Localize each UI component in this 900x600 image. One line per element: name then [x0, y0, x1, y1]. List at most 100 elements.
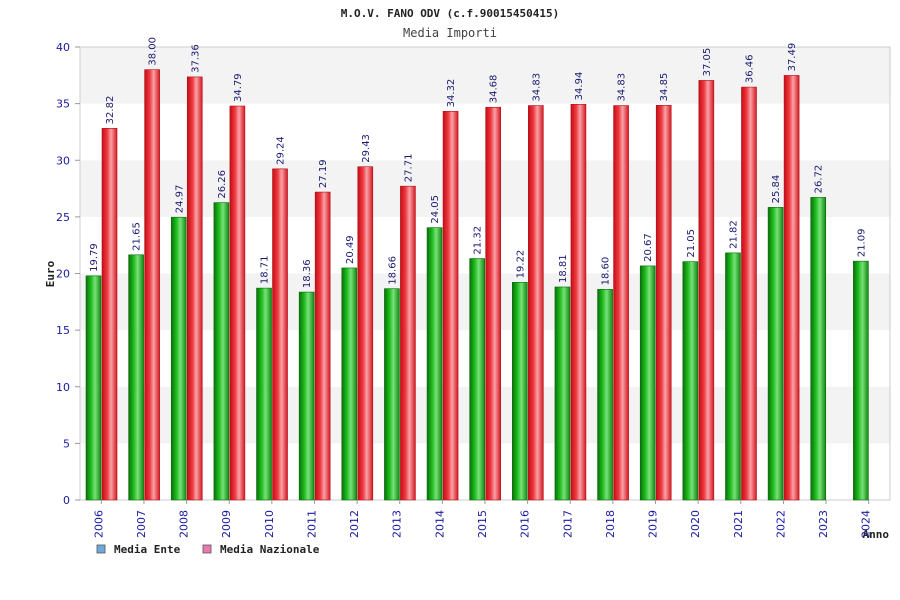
bar-value-label: 26.72: [814, 165, 825, 194]
bar-value-label: 34.83: [531, 73, 542, 102]
bar-media-nazionale: [314, 191, 331, 501]
bar-media-nazionale: [741, 86, 757, 501]
y-tick-label: 0: [63, 494, 70, 507]
bar-media-ente: [512, 282, 528, 501]
bar-media-nazionale: [229, 105, 246, 501]
bar-value-label: 20.49: [345, 235, 356, 264]
x-tick-label: 2007: [135, 510, 148, 538]
bar-media-ente: [853, 260, 869, 501]
bar-media-nazionale: [144, 69, 160, 501]
bar-media-ente: [170, 216, 187, 501]
bar-value-label: 21.32: [473, 226, 484, 255]
y-tick-label: 20: [56, 268, 70, 281]
bar-value-label: 38.00: [148, 37, 159, 66]
bar-media-nazionale: [400, 185, 416, 501]
y-tick-label: 35: [56, 98, 70, 111]
y-tick-label: 15: [56, 324, 70, 337]
bar-media-nazionale: [442, 111, 459, 501]
legend-label-media-ente: Media Ente: [114, 543, 181, 556]
x-tick-label: 2020: [689, 510, 702, 538]
legend-item-media-nazionale: Media Nazionale: [202, 543, 320, 556]
bar-value-label: 18.66: [387, 256, 398, 285]
bar-value-label: 37.36: [190, 44, 201, 73]
legend: Media Ente Media Nazionale: [96, 543, 320, 556]
x-tick-label: 2015: [476, 510, 489, 538]
bar-value-label: 26.26: [217, 170, 228, 199]
bar-value-label: 21.82: [728, 220, 739, 249]
x-tick-label: 2006: [92, 510, 105, 538]
x-tick-label: 2013: [391, 510, 404, 538]
bar-value-label: 19.22: [515, 250, 526, 279]
x-tick-label: 2019: [647, 510, 660, 538]
bar-media-ente: [725, 252, 741, 501]
bar-value-label: 34.68: [489, 75, 500, 104]
bar-media-nazionale: [101, 128, 118, 501]
bar-value-label: 18.71: [260, 255, 271, 284]
bar-media-nazionale: [528, 105, 544, 501]
bar-media-ente: [767, 207, 784, 501]
bar-value-label: 24.97: [174, 185, 185, 214]
x-tick-label: 2014: [433, 510, 446, 538]
legend-item-media-ente: Media Ente: [96, 543, 181, 556]
bar-media-ente: [341, 267, 358, 501]
bar-media-ente: [426, 227, 443, 501]
bars-group: 19.79 32.82 21.65 38.00 24.97 37.36 26.26 34.79…: [85, 37, 869, 501]
bar-value-label: 24.05: [430, 195, 441, 224]
bar-value-label: 21.09: [856, 229, 867, 258]
bar-value-label: 19.79: [89, 243, 100, 272]
x-tick-label: 2009: [220, 510, 233, 538]
bar-media-nazionale: [186, 76, 203, 501]
bar-media-nazionale: [698, 80, 715, 501]
legend-swatch-media-ente: [96, 544, 106, 554]
bar-media-ente: [554, 286, 571, 501]
chart-title: M.O.V. FANO ODV (c.f.90015450415): [341, 7, 560, 20]
bar-value-label: 37.05: [702, 48, 713, 77]
chart-subtitle: Media Importi: [403, 26, 497, 40]
x-tick-label: 2011: [305, 510, 318, 538]
bar-media-ente: [639, 265, 656, 501]
y-axis-ticks: 0 5 10 15 20 25 30 35 40: [56, 41, 80, 507]
x-tick-label: 2024: [860, 510, 873, 538]
bar-value-label: 27.19: [318, 159, 329, 188]
y-tick-label: 25: [56, 211, 70, 224]
legend-label-media-nazionale: Media Nazionale: [220, 543, 320, 556]
bar-value-label: 34.83: [617, 73, 628, 102]
bar-media-nazionale: [613, 105, 629, 501]
x-axis-ticks: 2006 2007 2008 2009 2010 2011 2012 2013 2014 2015…: [92, 500, 873, 538]
x-tick-label: 2021: [732, 510, 745, 538]
x-tick-label: 2012: [348, 510, 361, 538]
bar-value-label: 18.60: [601, 257, 612, 286]
bar-value-label: 21.05: [686, 229, 697, 258]
bar-media-ente: [469, 258, 485, 501]
bar-media-ente: [810, 197, 827, 501]
bar-media-nazionale: [357, 166, 374, 501]
legend-swatch-media-nazionale: [202, 544, 212, 554]
bar-value-label: 25.84: [771, 175, 782, 204]
bar-value-label: 34.79: [233, 73, 244, 102]
bar-media-ente: [384, 288, 400, 501]
x-tick-label: 2022: [774, 510, 787, 538]
bar-value-label: 34.94: [574, 72, 585, 101]
y-tick-label: 40: [56, 41, 70, 54]
bar-value-label: 34.85: [659, 73, 670, 102]
bar-media-nazionale: [485, 106, 501, 501]
bar-media-ente: [597, 289, 613, 501]
bar-value-label: 20.67: [643, 233, 654, 262]
y-tick-label: 10: [56, 381, 70, 394]
x-tick-label: 2010: [263, 510, 276, 538]
x-tick-label: 2017: [561, 510, 574, 538]
y-axis-label: Euro: [44, 260, 57, 287]
x-tick-label: 2008: [178, 510, 191, 538]
bar-media-ente: [128, 254, 144, 501]
bar-value-label: 37.49: [787, 43, 798, 72]
bar-value-label: 18.36: [302, 259, 313, 288]
x-axis-label: Anno: [863, 528, 890, 541]
x-tick-label: 2023: [817, 510, 830, 538]
bar-media-nazionale: [272, 168, 288, 501]
bar-media-ente: [213, 202, 230, 501]
y-tick-label: 30: [56, 154, 70, 167]
bar-media-ente: [256, 287, 272, 501]
bar-value-label: 29.43: [361, 134, 372, 163]
